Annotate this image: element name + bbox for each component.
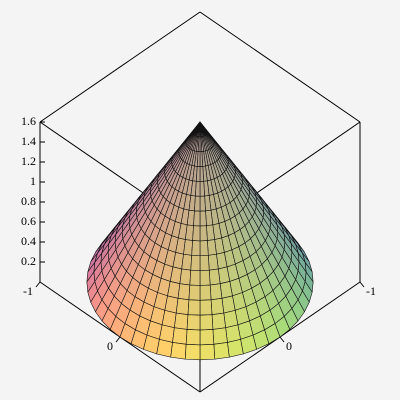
surface-patch xyxy=(212,327,228,345)
z-tick-label: 1 xyxy=(30,174,36,188)
surface-patch xyxy=(194,195,201,212)
surface-patch xyxy=(199,269,211,286)
surface-patch xyxy=(183,239,193,256)
y-tick-label: -1 xyxy=(366,284,376,298)
surface-patch xyxy=(208,268,221,286)
surface-patch xyxy=(193,210,201,227)
surface-patch xyxy=(221,295,236,314)
z-tick-label: 0.4 xyxy=(21,234,36,248)
surface-patch xyxy=(156,339,173,358)
z-tick-label: 1.6 xyxy=(21,114,36,128)
surface-patch xyxy=(184,343,201,361)
y-tick xyxy=(359,281,365,288)
x-tick xyxy=(35,281,41,288)
box-edge xyxy=(39,11,201,123)
surface-patch xyxy=(175,298,190,315)
surface-patch xyxy=(210,298,225,315)
surface-patch xyxy=(199,299,213,316)
surface-patch xyxy=(179,268,192,286)
surface-patch xyxy=(209,283,223,301)
z-tick-label: 1.4 xyxy=(21,134,36,148)
surface-patch xyxy=(187,299,201,316)
surface-patch xyxy=(207,239,217,256)
x-tick xyxy=(115,336,121,343)
surface-patch xyxy=(192,225,201,242)
surface-patch xyxy=(213,342,230,360)
surface-patch xyxy=(199,329,215,346)
surface-patch xyxy=(172,327,188,345)
z-tick-label: 0.6 xyxy=(21,214,36,228)
z-tick-label: 1.2 xyxy=(21,154,36,168)
surface-patch xyxy=(186,314,201,331)
surface-patch xyxy=(199,180,205,197)
surface-patch xyxy=(177,283,191,301)
surface-patch xyxy=(199,166,205,182)
surface-patch xyxy=(199,195,206,212)
surface-patch xyxy=(185,329,201,346)
surface-patch xyxy=(195,166,201,182)
y-tick-label: 0 xyxy=(286,339,292,353)
surface-patch xyxy=(199,255,210,271)
surface-patch xyxy=(207,253,219,271)
surface-patch xyxy=(189,269,201,286)
z-tick-label: 0.2 xyxy=(21,254,36,268)
surface-patch xyxy=(164,295,179,314)
surface-patch xyxy=(174,312,189,330)
x-tick-label: -1 xyxy=(23,284,33,298)
surface-patch xyxy=(211,312,226,330)
y-tick xyxy=(279,336,285,343)
surface-patch xyxy=(199,210,207,227)
surface-patch xyxy=(190,255,201,271)
surface-patch xyxy=(199,343,216,361)
z-tick-label: 0.8 xyxy=(21,194,36,208)
surface-patch xyxy=(188,284,201,301)
box-edge xyxy=(199,11,361,123)
surface-patch xyxy=(181,253,193,271)
surface-patch xyxy=(199,284,212,301)
surface-patch xyxy=(199,240,209,257)
surface-patch xyxy=(170,342,187,360)
surface-patch xyxy=(195,180,201,197)
surface-patch xyxy=(199,225,208,242)
surface-patch xyxy=(199,314,214,331)
x-tick-label: 0 xyxy=(107,339,113,353)
surface-patch xyxy=(191,240,201,257)
surface-patch xyxy=(227,339,244,358)
